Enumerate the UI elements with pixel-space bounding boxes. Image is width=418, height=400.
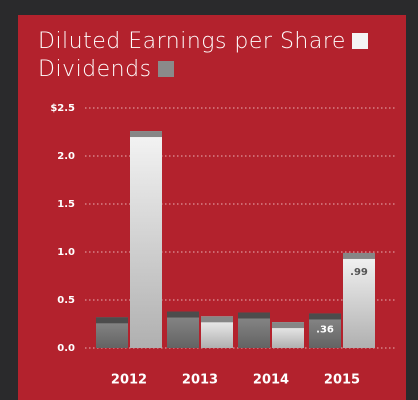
y-tick-label: 2.0 xyxy=(57,151,75,162)
legend-swatch xyxy=(157,61,174,77)
bar-cap xyxy=(309,313,341,320)
bar-cap xyxy=(96,317,128,324)
bar-cap xyxy=(238,312,270,319)
legend-label: Diluted Earnings per Share xyxy=(38,29,346,54)
legend-label: Dividends xyxy=(38,57,152,82)
legend-entry: Dividends xyxy=(38,56,368,84)
legend-entry: Diluted Earnings per Share xyxy=(38,28,368,56)
bar-cap xyxy=(343,252,375,259)
bar xyxy=(130,131,162,348)
bar xyxy=(343,252,375,348)
x-tick-label: 2012 xyxy=(111,373,147,388)
bar-cap xyxy=(201,316,233,323)
y-tick-label: $2.5 xyxy=(50,103,75,114)
x-tick-label: 2013 xyxy=(182,373,218,388)
value-label: .99 xyxy=(350,267,368,278)
y-tick-label: 1.0 xyxy=(57,247,75,258)
bar-cap xyxy=(167,311,199,318)
y-tick-label: 0.5 xyxy=(57,295,75,306)
x-tick-label: 2014 xyxy=(253,373,289,388)
y-tick-label: 0.0 xyxy=(57,343,75,354)
y-tick-label: 1.5 xyxy=(57,199,75,210)
bar-cap xyxy=(130,131,162,138)
legend-swatch xyxy=(351,33,368,49)
value-label: .36 xyxy=(316,324,334,335)
legend: Diluted Earnings per Share Dividends xyxy=(38,28,368,84)
bar-cap xyxy=(272,322,304,329)
bar xyxy=(167,311,199,348)
x-tick-label: 2015 xyxy=(324,373,360,388)
